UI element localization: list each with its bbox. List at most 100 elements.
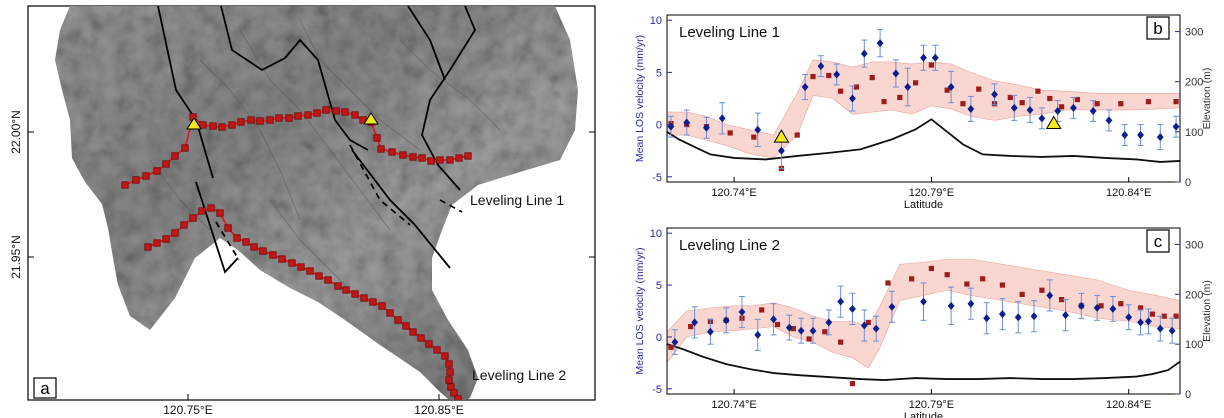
square-vertex-icon [269,251,277,259]
los-point [1010,103,1018,112]
fault-dashed-center [349,144,411,226]
model-point [1137,305,1144,311]
square-vertex-icon [224,224,232,232]
square-vertex-icon [324,276,332,284]
los-point [722,316,730,325]
los-point [860,321,868,330]
model-point [1035,88,1041,94]
panel-label-box [1146,229,1170,253]
fault-dashed-west [195,181,239,274]
los-point [904,83,912,92]
square-vertex-icon [207,204,215,212]
square-vertex-icon [433,346,441,354]
square-vertex-icon [386,309,394,317]
los-point [1156,324,1164,333]
model-point [1047,95,1053,102]
y-right-tick-label: 100 [1185,127,1203,139]
los-point [1093,303,1101,312]
model-point [944,87,950,93]
y-right-axis-label: Elevation (m) [1201,280,1213,342]
square-vertex-icon [332,107,340,115]
y-right-tick-label: 300 [1185,239,1203,251]
los-point [892,69,900,78]
los-point [778,146,785,155]
panel-label: b [1153,19,1162,38]
square-vertex-icon [313,109,321,117]
chart-title: Leveling Line 1 [679,24,780,41]
los-point [817,62,825,71]
map-ytick-1: 22.00°N [9,110,23,154]
los-point [999,310,1006,319]
los-point [1026,105,1034,114]
x-tick-label: 120.84°E [1106,399,1151,411]
map-xtick-1: 120.75°E [163,403,213,417]
square-vertex-icon [334,282,342,290]
los-point [671,338,679,347]
los-point [1070,103,1077,112]
square-vertex-icon [377,145,385,153]
los-point [718,114,726,123]
y-tick-label: 10 [650,15,662,27]
square-vertex-icon [455,154,463,162]
los-point [1121,131,1129,140]
square-vertex-icon [259,247,267,255]
model-point [794,132,800,138]
model-point [1094,101,1100,107]
square-vertex-icon [342,286,350,294]
los-point [872,324,880,333]
square-vertex-icon [189,214,197,222]
los-point [920,297,927,306]
los-point [797,326,805,335]
model-point [849,381,856,387]
model-point [897,94,903,101]
los-point [770,315,777,324]
panel-label: c [1154,232,1163,251]
y-axis-label: Mean LOS velocity (mm/yr) [634,35,646,162]
square-vertex-icon [447,383,455,391]
los-point [703,123,710,132]
square-vertex-icon [247,116,255,124]
los-point [1030,312,1038,321]
square-vertex-icon [373,134,381,142]
panel-label-box-a [33,377,57,399]
square-vertex-icon [351,111,359,119]
map-xtick-2: 120.85°E [414,403,464,417]
x-tick-label: 120.74°E [711,187,756,199]
los-point [707,327,714,336]
los-point [983,314,991,323]
square-vertex-icon [218,123,226,131]
los-point [809,326,817,335]
los-point [947,301,955,310]
square-vertex-icon [306,267,314,275]
triangle-benchmark-icon [186,117,202,130]
square-vertex-icon [153,239,161,247]
fault-dashed-south [215,221,240,261]
square-vertex-icon [360,294,368,302]
los-point [876,39,884,48]
model-point [1039,287,1045,293]
los-point [1062,311,1069,320]
square-vertex-icon [162,235,170,243]
elevation-profile-line [666,118,1181,163]
model-point [759,307,765,313]
square-vertex-icon [266,116,274,124]
los-point [1172,122,1180,131]
model-point [964,281,970,287]
los-point [947,83,955,92]
fault-curve-center [220,6,369,151]
model-point [1149,311,1155,317]
model-point [944,272,950,278]
fault-dashed-e [439,199,463,213]
square-vertex-icon [233,234,241,242]
model-point [980,276,986,282]
los-point [754,330,762,339]
square-vertex-icon [441,352,449,360]
x-tick-label: 120.79°E [909,187,954,199]
square-vertex-icon [402,322,410,330]
model-point [1145,99,1152,105]
model-point [1019,291,1025,297]
map-ytick-2: 21.95°N [9,235,23,279]
los-point [1156,133,1164,142]
